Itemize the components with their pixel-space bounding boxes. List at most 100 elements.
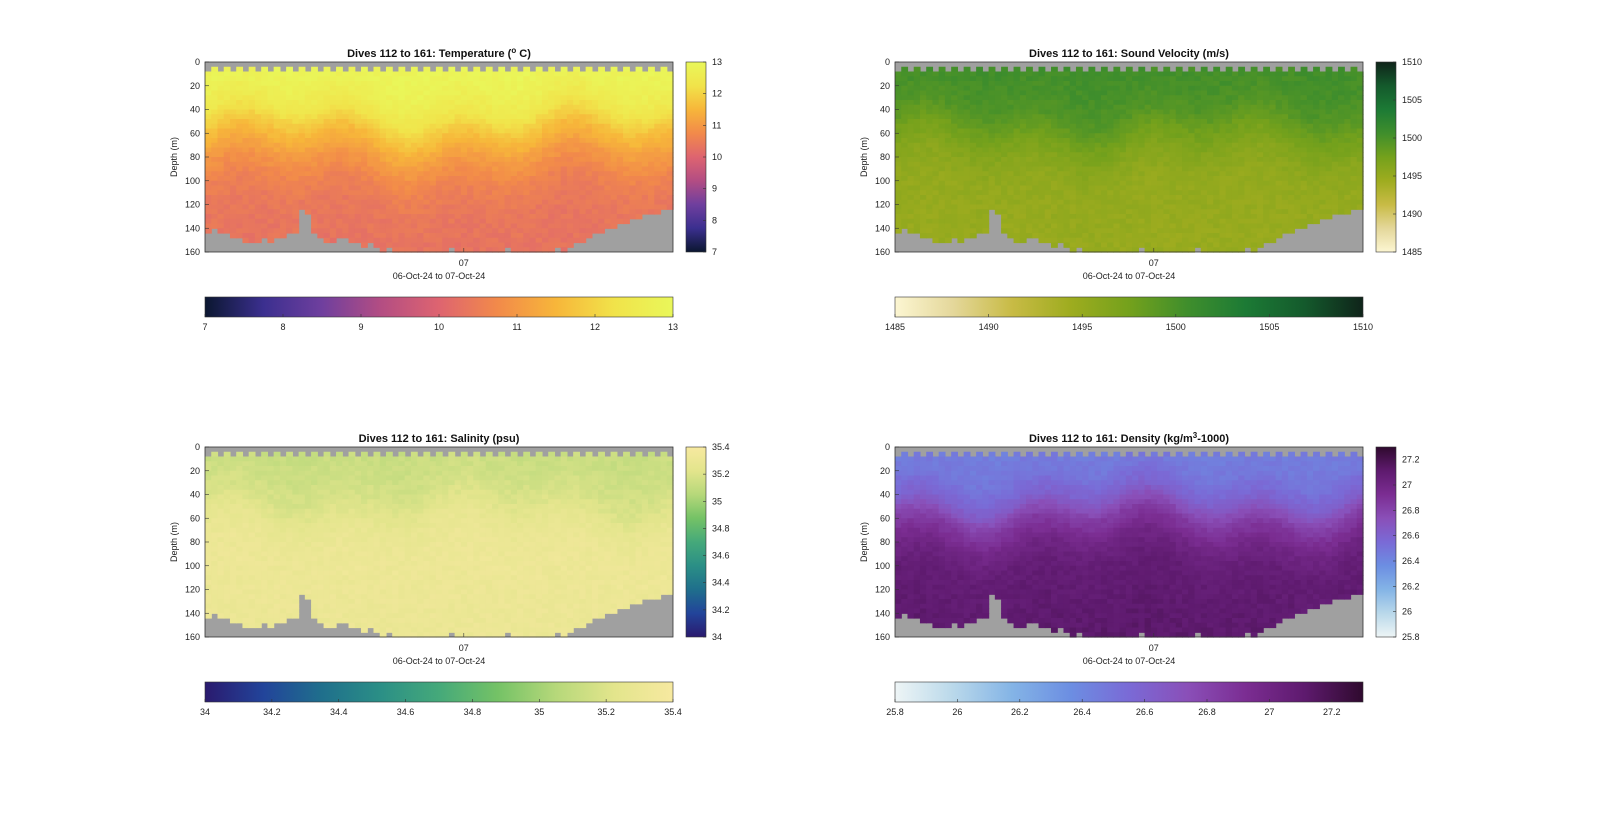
heatmap-cell: [1032, 104, 1040, 111]
heatmap-cell: [517, 185, 524, 191]
heatmap-cell: [1225, 76, 1233, 82]
heatmap-cell: [1100, 161, 1108, 168]
heatmap-cell: [1175, 157, 1183, 163]
heatmap-cell: [598, 119, 605, 125]
heatmap-cell: [354, 176, 362, 182]
heatmap-cell: [304, 109, 312, 115]
heatmap-cell: [385, 85, 393, 92]
heatmap-cell: [1250, 161, 1258, 168]
heatmap-cell: [1132, 152, 1139, 158]
heatmap-cell: [1026, 138, 1033, 144]
heatmap-cell: [919, 199, 927, 206]
heatmap-cell: [298, 180, 306, 187]
heatmap-cell: [1207, 171, 1214, 177]
heatmap-cell: [286, 204, 293, 210]
heatmap-cell: [373, 180, 381, 187]
heatmap-cell: [423, 133, 431, 139]
heatmap-cell: [585, 76, 593, 82]
heatmap-cell: [479, 100, 487, 106]
heatmap-cell: [460, 85, 468, 92]
heatmap-cell: [1069, 185, 1077, 191]
heatmap-cell: [1125, 85, 1133, 92]
heatmap-cell: [454, 147, 462, 153]
heatmap-cell: [492, 171, 499, 177]
heatmap-cell: [267, 233, 275, 239]
heatmap-cell: [460, 71, 468, 77]
heatmap-cell: [361, 199, 368, 206]
heatmap-cell: [1231, 199, 1239, 206]
heatmap-cell: [348, 166, 356, 172]
heatmap-cell: [1163, 247, 1171, 253]
heatmap-cell: [205, 114, 212, 120]
heatmap-cell: [242, 204, 250, 210]
heatmap-cell: [460, 171, 468, 177]
heatmap-cell: [398, 114, 406, 120]
heatmap-cell: [1013, 237, 1021, 244]
heatmap-cell: [554, 157, 562, 163]
heatmap-cell: [379, 85, 387, 92]
heatmap-cell: [1075, 85, 1083, 92]
heatmap-cell: [591, 100, 599, 106]
heatmap-cell: [460, 195, 468, 201]
hcolorbar-tick-label: 13: [668, 322, 678, 332]
heatmap-cell: [473, 199, 481, 206]
heatmap-cell: [579, 85, 587, 92]
heatmap-cell: [1150, 114, 1158, 120]
heatmap-cell: [604, 223, 612, 229]
heatmap-cell: [1138, 199, 1146, 206]
heatmap-cell: [529, 90, 537, 96]
heatmap-cell: [988, 180, 996, 187]
heatmap-cell: [1188, 171, 1196, 177]
heatmap-cell: [1107, 133, 1114, 139]
heatmap-cell: [1019, 81, 1027, 87]
heatmap-cell: [976, 109, 983, 115]
heatmap-cell: [385, 228, 393, 234]
heatmap-cell: [629, 204, 637, 210]
heatmap-cell: [604, 119, 612, 125]
heatmap-cell: [901, 176, 909, 182]
heatmap-cell: [1132, 147, 1139, 153]
heatmap-cell: [1244, 104, 1252, 111]
heatmap-cell: [1075, 185, 1083, 191]
heatmap-cell: [286, 214, 293, 220]
heatmap-cell: [1119, 147, 1127, 153]
heatmap-cell: [604, 104, 612, 111]
heatmap-cell: [1026, 204, 1033, 210]
heatmap-cell: [1138, 76, 1146, 82]
heatmap-cell: [348, 114, 356, 120]
heatmap-cell: [604, 128, 612, 134]
heatmap-cell: [573, 176, 580, 182]
heatmap-cell: [548, 209, 556, 215]
heatmap-cell: [1069, 161, 1077, 168]
heatmap-cell: [641, 114, 649, 120]
heatmap-cell: [342, 180, 350, 187]
heatmap-cell: [1163, 190, 1171, 196]
heatmap-cell: [379, 95, 387, 101]
heatmap-cell: [654, 204, 662, 210]
heatmap-cell: [1044, 81, 1052, 87]
heatmap-cell: [1132, 171, 1139, 177]
heatmap-cell: [529, 237, 537, 244]
heatmap-cell: [541, 209, 549, 215]
heatmap-cell: [1263, 237, 1270, 244]
heatmap-cell: [535, 180, 543, 187]
heatmap-cell: [1244, 199, 1252, 206]
heatmap-cell: [1200, 195, 1208, 201]
heatmap-cell: [579, 214, 587, 220]
heatmap-cell: [205, 223, 212, 229]
heatmap-cell: [641, 185, 649, 191]
heatmap-cell: [982, 199, 990, 206]
heatmap-cell: [1238, 85, 1246, 92]
heatmap-cell: [504, 76, 512, 82]
heatmap-cell: [1213, 180, 1221, 187]
heatmap-cell: [919, 157, 927, 163]
heatmap-cell: [267, 114, 275, 120]
heatmap-cell: [1007, 180, 1015, 187]
heatmap-cell: [560, 237, 568, 244]
heatmap-cell: [1157, 71, 1164, 77]
heatmap-cell: [1144, 190, 1152, 196]
heatmap-cell: [329, 214, 337, 220]
heatmap-cell: [1057, 138, 1065, 144]
heatmap-cell: [392, 152, 400, 158]
heatmap-cell: [529, 104, 537, 111]
